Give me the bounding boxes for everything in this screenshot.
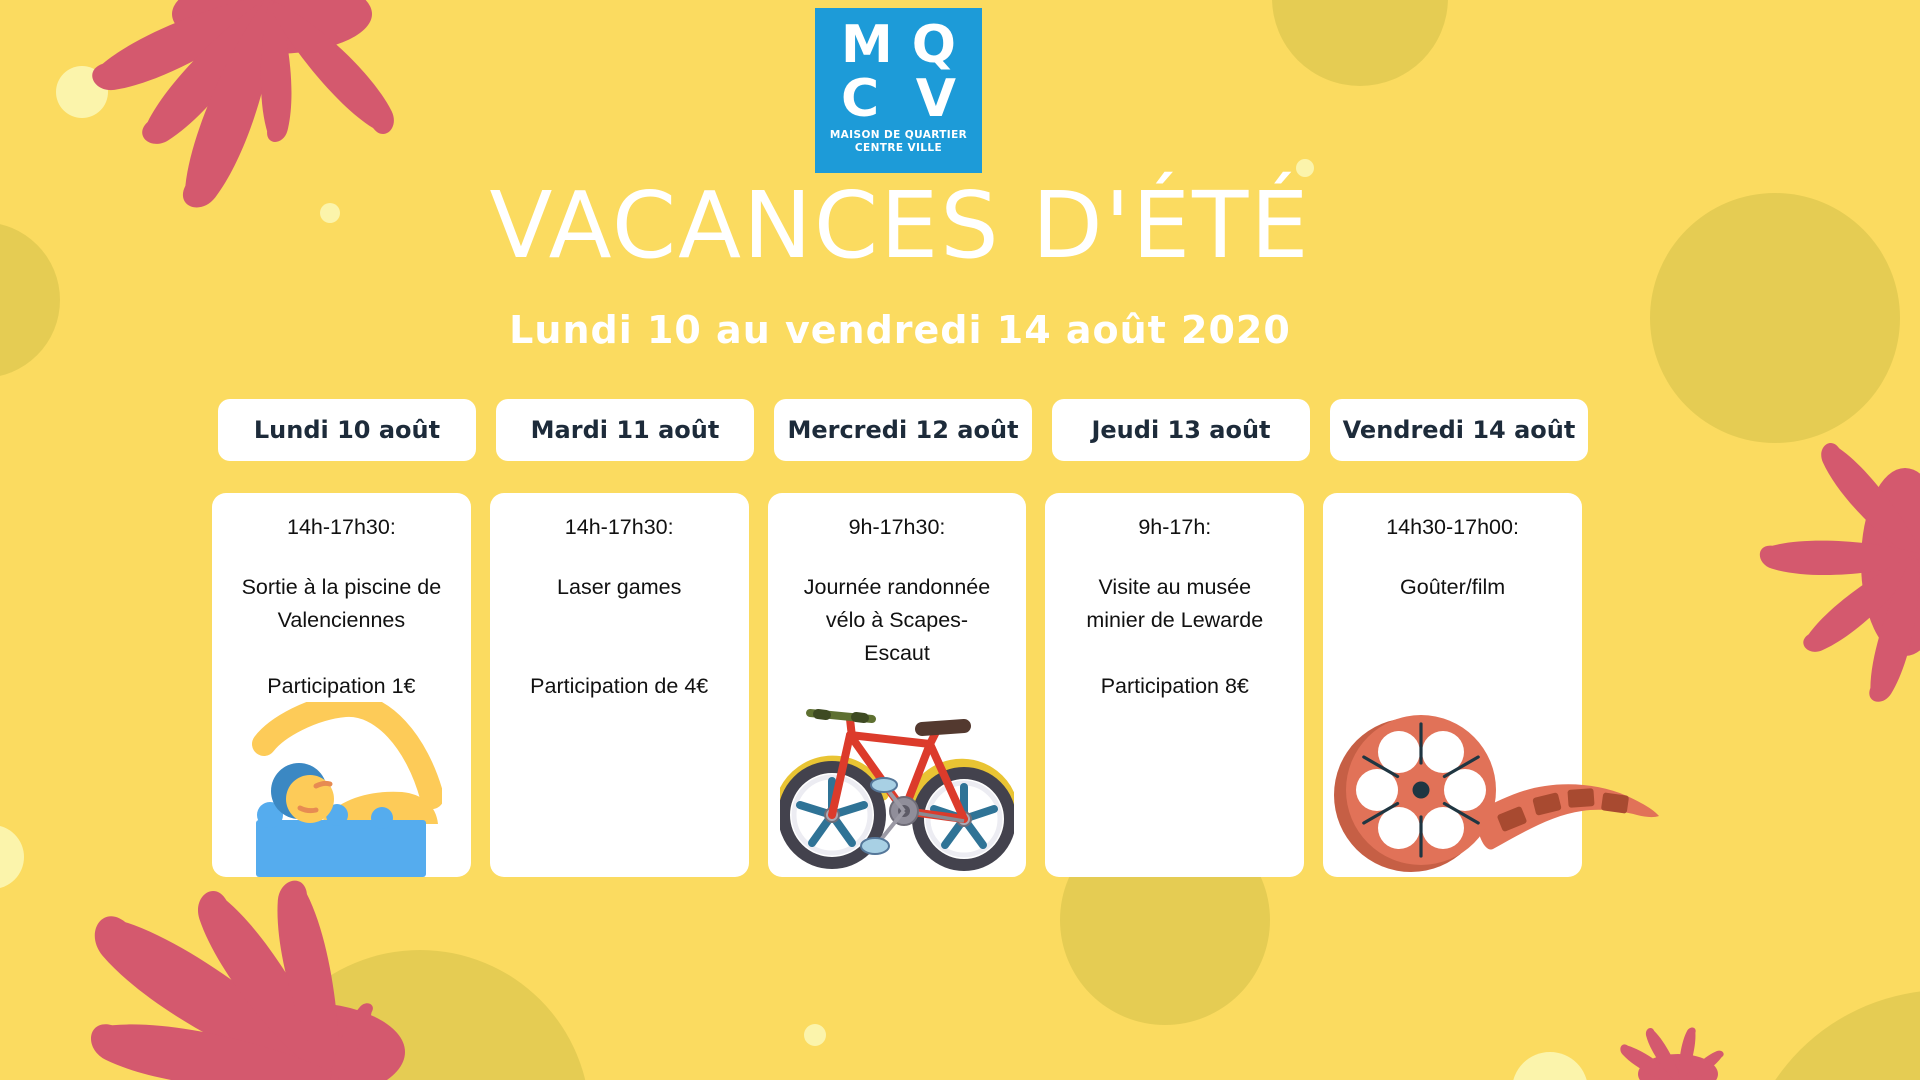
activity-time: 9h-17h30: [848, 515, 946, 539]
activity-participation: Participation de 4€ [530, 674, 709, 698]
day-card-mercredi: 9h-17h30: Journée randonnée vélo à Scape… [767, 493, 1027, 877]
leaf-decoration-top-left [85, 0, 406, 217]
activity-participation: Participation 8€ [1100, 674, 1249, 698]
activity-description: Goûter/film [1400, 575, 1506, 599]
activity-time: 14h-17h30: [287, 515, 396, 539]
day-card-row: 14h-17h30: Sortie à la piscine de Valenc… [212, 493, 1660, 877]
logo-org-name: MAISON DE QUARTIER CENTRE VILLE [829, 129, 968, 154]
logo-letter-v: V [915, 69, 956, 129]
mqcv-logo: M Q C V MAISON DE QUARTIER CENTRE VILLE [815, 8, 982, 173]
logo-letters-row2: C V [815, 72, 982, 126]
day-header-lundi: Lundi 10 août [218, 399, 476, 461]
day-header-vendredi: Vendredi 14 août [1330, 399, 1588, 461]
activity-description: Laser games [557, 575, 682, 599]
day-header-mardi: Mardi 11 août [496, 399, 754, 461]
activity-participation: Participation 1€ [267, 674, 416, 698]
logo-letter-m: M [841, 15, 893, 75]
logo-letter-q: Q [911, 15, 956, 75]
pale-dot-decorations [0, 66, 1587, 1080]
activity-description: Journée randonnée vélo à Scapes- Escaut [803, 575, 991, 665]
leaf-decoration-bottom-right [1616, 1025, 1727, 1080]
logo-letter-c: C [841, 69, 880, 129]
activity-description: Sortie à la piscine de Valenciennes [241, 575, 442, 632]
logo-letters-row1: M Q [815, 18, 982, 72]
day-card-mardi: 14h-17h30: Laser games Participation de … [489, 493, 749, 877]
leaf-decoration-bottom-left [79, 877, 405, 1080]
swimmer-illustration [252, 702, 442, 877]
day-header-jeudi: Jeudi 13 août [1052, 399, 1310, 461]
activity-time: 9h-17h: [1138, 515, 1212, 539]
page-title: VACANCES D'ÉTÉ [489, 172, 1311, 279]
day-card-jeudi: 9h-17h: Visite au musée minier de Leward… [1045, 493, 1305, 877]
day-header-mercredi: Mercredi 12 août [774, 399, 1032, 461]
activity-time: 14h30-17h00: [1386, 515, 1519, 539]
leaf-decoration-right [1759, 435, 1920, 707]
film-reel-illustration [1334, 715, 1660, 872]
bicycle-illustration [779, 709, 1014, 871]
day-header-row: Lundi 10 août Mardi 11 août Mercredi 12 … [218, 399, 1588, 461]
day-card-lundi: 14h-17h30: Sortie à la piscine de Valenc… [212, 493, 471, 877]
day-card-vendredi: 14h30-17h00: Goûter/film [1323, 493, 1660, 877]
activity-description: Visite au musée minier de Lewarde [1086, 575, 1264, 632]
page-subtitle: Lundi 10 au vendredi 14 août 2020 [509, 308, 1291, 352]
activity-time: 14h-17h30: [564, 515, 674, 539]
